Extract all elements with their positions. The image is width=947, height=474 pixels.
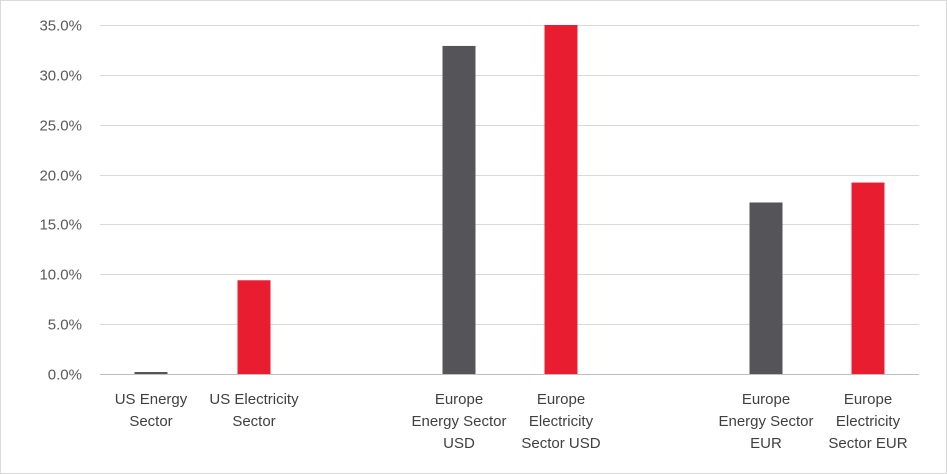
y-tick-label: 35.0%: [39, 18, 82, 35]
bar: [851, 182, 885, 374]
category-label: EUR: [750, 435, 782, 452]
category-label: US Electricity: [209, 391, 299, 408]
category-label: Sector EUR: [828, 435, 907, 452]
bar: [237, 280, 271, 374]
category-label: Sector USD: [521, 435, 600, 452]
category-label: Electricity: [836, 413, 901, 430]
category-label: Energy Sector: [718, 413, 813, 430]
category-label: Europe: [537, 391, 585, 408]
category-label: USD: [443, 435, 475, 452]
category-label: Sector: [232, 413, 275, 430]
y-tick-label: 20.0%: [39, 168, 82, 185]
category-label: Electricity: [529, 413, 594, 430]
y-tick-label: 25.0%: [39, 118, 82, 135]
bar: [749, 202, 783, 374]
y-tick-label: 10.0%: [39, 267, 82, 284]
category-label: Europe: [742, 391, 790, 408]
bar: [544, 25, 578, 374]
bar: [134, 372, 168, 374]
category-label: Europe: [435, 391, 483, 408]
bar: [442, 45, 476, 374]
category-label: Europe: [844, 391, 892, 408]
y-tick-label: 5.0%: [48, 317, 82, 334]
category-label: Energy Sector: [411, 413, 506, 430]
y-tick-label: 0.0%: [48, 367, 82, 384]
category-label: US Energy: [115, 391, 188, 408]
y-tick-label: 30.0%: [39, 68, 82, 85]
y-tick-label: 15.0%: [39, 217, 82, 234]
category-label: Sector: [129, 413, 172, 430]
